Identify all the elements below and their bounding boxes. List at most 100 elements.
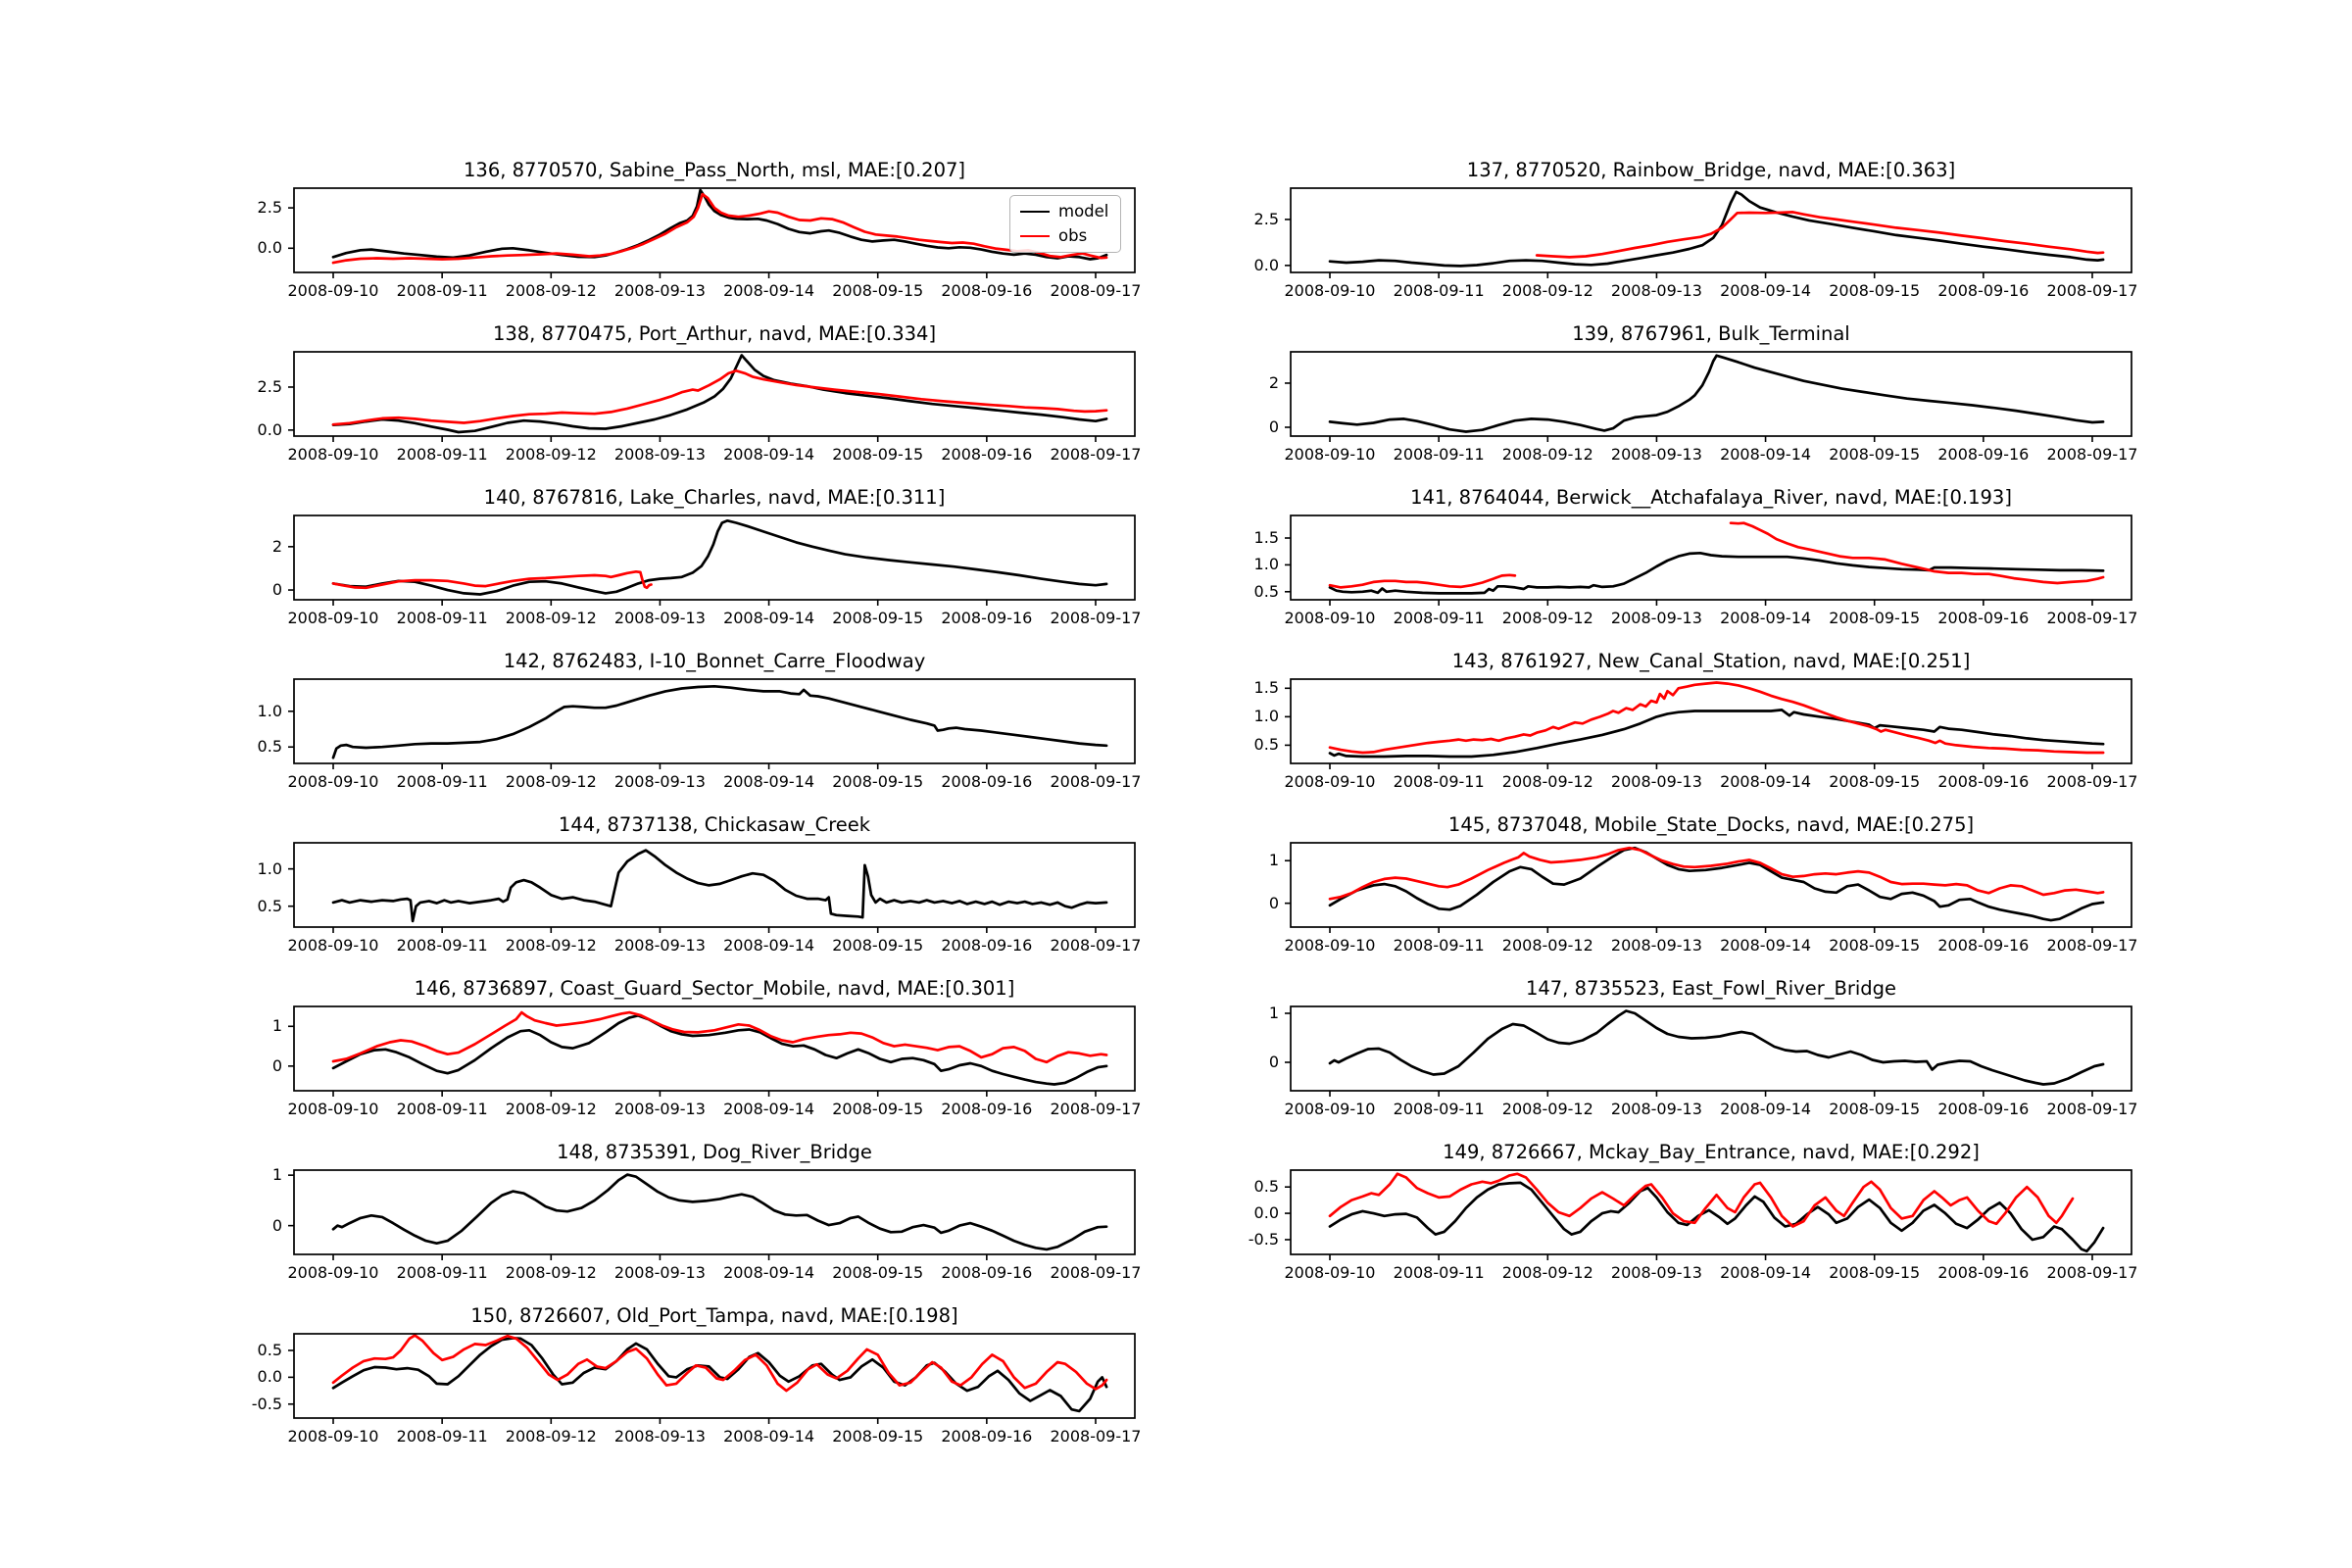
y-tick-label: 0 [271,1055,282,1075]
chart-canvas-146 [288,1005,1136,1097]
y-tick-label: 1.5 [1253,528,1279,547]
x-tick-label: 2008-09-12 [505,1263,597,1282]
obs-line [1328,846,2105,901]
y-tick-label: 0 [1268,893,1279,912]
x-tick-label: 2008-09-10 [287,1100,379,1118]
plot-frame [1290,514,2132,601]
x-tick-label: 2008-09-16 [941,936,1033,955]
x-tick-label: 2008-09-14 [723,1427,815,1446]
x-tick-label: 2008-09-10 [287,1427,379,1446]
x-tick-label: 2008-09-16 [941,445,1033,464]
x-tick-label: 2008-09-12 [505,1100,597,1118]
y-tick-label: 0.0 [257,1367,282,1387]
y-tick-label: 2.5 [257,198,282,218]
x-tick-label: 2008-09-16 [941,281,1033,300]
x-tick-label: 2008-09-15 [1829,936,1921,955]
x-tick-label: 2008-09-10 [287,936,379,955]
x-tick-label: 2008-09-17 [1050,1100,1142,1118]
x-tick-label: 2008-09-16 [1937,1263,2030,1282]
obs-line [1328,1172,2075,1228]
x-tick-label: 2008-09-15 [1829,1263,1921,1282]
x-tick-label: 2008-09-13 [1610,609,1702,627]
chart-canvas-140 [288,514,1136,606]
obs-line [1328,573,1517,589]
x-tick-label: 2008-09-15 [832,1263,924,1282]
y-tick-label: -0.5 [251,1394,282,1413]
y-tick-label: 0 [1268,416,1279,436]
y-tick-label: 1.0 [1253,555,1279,574]
model-line [1328,551,2105,595]
y-tick-label: 2 [1268,372,1279,392]
x-tick-label: 2008-09-15 [1829,281,1921,300]
x-tick-label: 2008-09-16 [1937,772,2030,791]
x-tick-label: 2008-09-10 [287,1263,379,1282]
x-tick-label: 2008-09-14 [723,445,815,464]
model-line [331,354,1108,434]
x-tick-label: 2008-09-13 [1610,445,1702,464]
chart-canvas-148 [288,1169,1136,1260]
x-tick-label: 2008-09-11 [396,936,488,955]
plot-frame [1290,842,2132,928]
x-tick-label: 2008-09-15 [832,445,924,464]
subplot-title-148: 148, 8735391, Dog_River_Bridge [557,1141,872,1163]
legend-label: model [1058,202,1109,220]
x-tick-label: 2008-09-14 [1720,1100,1812,1118]
chart-canvas-138 [288,351,1136,442]
x-tick-label: 2008-09-16 [941,1100,1033,1118]
chart-canvas-150 [288,1333,1136,1424]
obs-line [331,569,653,590]
x-tick-label: 2008-09-13 [613,281,706,300]
y-tick-label: 0.0 [257,419,282,439]
subplot-title-144: 144, 8737138, Chickasaw_Creek [558,813,871,836]
obs-line [1328,681,2105,755]
y-tick-label: 0.5 [257,1340,282,1359]
y-tick-label: 0.5 [1253,581,1279,601]
x-tick-label: 2008-09-11 [396,772,488,791]
x-tick-label: 2008-09-11 [396,1427,488,1446]
plot-frame [293,187,1136,273]
obs-line [1729,521,2105,585]
x-tick-label: 2008-09-15 [1829,609,1921,627]
y-tick-label: 1.0 [257,701,282,720]
x-tick-label: 2008-09-12 [505,445,597,464]
x-tick-label: 2008-09-17 [2046,936,2138,955]
y-tick-label: 0.0 [257,238,282,258]
x-tick-label: 2008-09-14 [723,936,815,955]
x-tick-label: 2008-09-12 [1501,936,1593,955]
x-tick-label: 2008-09-11 [1393,936,1485,955]
x-tick-label: 2008-09-12 [1501,609,1593,627]
model-line [1328,709,2105,759]
chart-canvas-149 [1285,1169,2132,1260]
x-tick-label: 2008-09-10 [1284,445,1376,464]
x-tick-label: 2008-09-12 [505,281,597,300]
x-tick-label: 2008-09-10 [287,772,379,791]
x-tick-label: 2008-09-17 [2046,609,2138,627]
x-tick-label: 2008-09-14 [723,1100,815,1118]
subplot-title-139: 139, 8767961, Bulk_Terminal [1572,322,1850,345]
y-tick-label: 1 [1268,851,1279,870]
x-tick-label: 2008-09-13 [613,1427,706,1446]
x-tick-label: 2008-09-12 [1501,445,1593,464]
x-tick-label: 2008-09-15 [1829,445,1921,464]
x-tick-label: 2008-09-12 [1501,281,1593,300]
legend-line-sample [1020,211,1050,213]
x-tick-label: 2008-09-11 [396,609,488,627]
obs-line [331,192,1108,265]
model-line [331,684,1108,760]
x-tick-label: 2008-09-15 [832,936,924,955]
plot-frame [1290,187,2132,273]
plot-frame [293,678,1136,764]
x-tick-label: 2008-09-12 [1501,1263,1593,1282]
x-tick-label: 2008-09-11 [1393,1263,1485,1282]
plot-frame [1290,1169,2132,1255]
x-tick-label: 2008-09-17 [1050,936,1142,955]
x-tick-label: 2008-09-16 [941,1263,1033,1282]
x-tick-label: 2008-09-15 [1829,1100,1921,1118]
y-tick-label: 0 [271,1215,282,1235]
x-tick-label: 2008-09-17 [2046,772,2138,791]
x-tick-label: 2008-09-14 [723,609,815,627]
x-tick-label: 2008-09-17 [1050,281,1142,300]
x-tick-label: 2008-09-17 [2046,1263,2138,1282]
y-tick-label: 0.0 [1253,1203,1279,1223]
chart-canvas-144 [288,842,1136,933]
